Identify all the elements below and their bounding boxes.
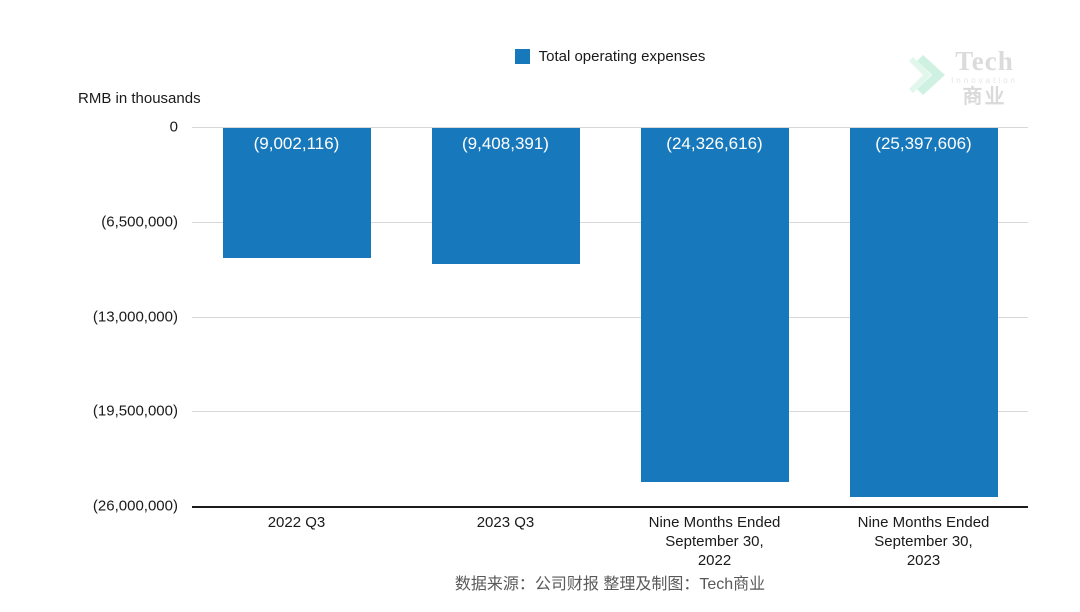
bar-3: (24,326,616) <box>640 128 789 482</box>
legend-swatch-icon <box>514 49 530 64</box>
x-axis-category-label: Nine Months Ended September 30, 2022 <box>648 514 781 569</box>
brand-text: Tech Innovation 商业 <box>951 46 1018 108</box>
x-axis-category-label: 2023 Q3 <box>476 514 535 531</box>
bar-data-label: (9,408,391) <box>462 134 549 153</box>
y-axis-tick-label: (19,500,000) <box>92 402 178 420</box>
double-chevron-right-icon <box>907 49 949 106</box>
y-axis-tick-label: 0 <box>169 118 178 136</box>
brand-title: Tech <box>955 46 1014 76</box>
bar-2: (9,408,391) <box>431 128 580 265</box>
x-axis-category-label: Nine Months Ended September 30, 2023 <box>857 514 990 569</box>
y-axis-tick-label: (6,500,000) <box>101 213 178 231</box>
x-axis-category-label: 2022 Q3 <box>267 514 326 531</box>
brand-subtitle: Innovation <box>951 76 1018 85</box>
bar-data-label: (24,326,616) <box>666 134 763 153</box>
axis-unit-label: RMB in thousands <box>78 90 201 107</box>
y-axis-tick-label: (13,000,000) <box>92 308 178 325</box>
y-axis-tick-label: (26,000,000) <box>92 497 178 515</box>
brand-cjk: 商业 <box>962 86 1007 108</box>
gridline <box>192 221 1028 223</box>
bar-1: (9,002,116) <box>222 128 371 259</box>
bar-4: (25,397,606) <box>849 128 998 498</box>
gridline <box>192 127 1028 128</box>
x-axis-line <box>192 506 1028 508</box>
bar-data-label: (9,002,116) <box>253 134 340 153</box>
bar-data-label: (25,397,606) <box>875 134 972 153</box>
gridline <box>192 316 1028 318</box>
chart-legend: Total operating expenses <box>192 48 1028 65</box>
legend-label: Total operating expenses <box>538 48 706 65</box>
gridline <box>192 411 1028 413</box>
source-credit: 数据来源：公司财报 整理及制图：Tech商业 <box>454 576 766 593</box>
brand-watermark: Tech Innovation 商业 <box>907 48 1018 107</box>
